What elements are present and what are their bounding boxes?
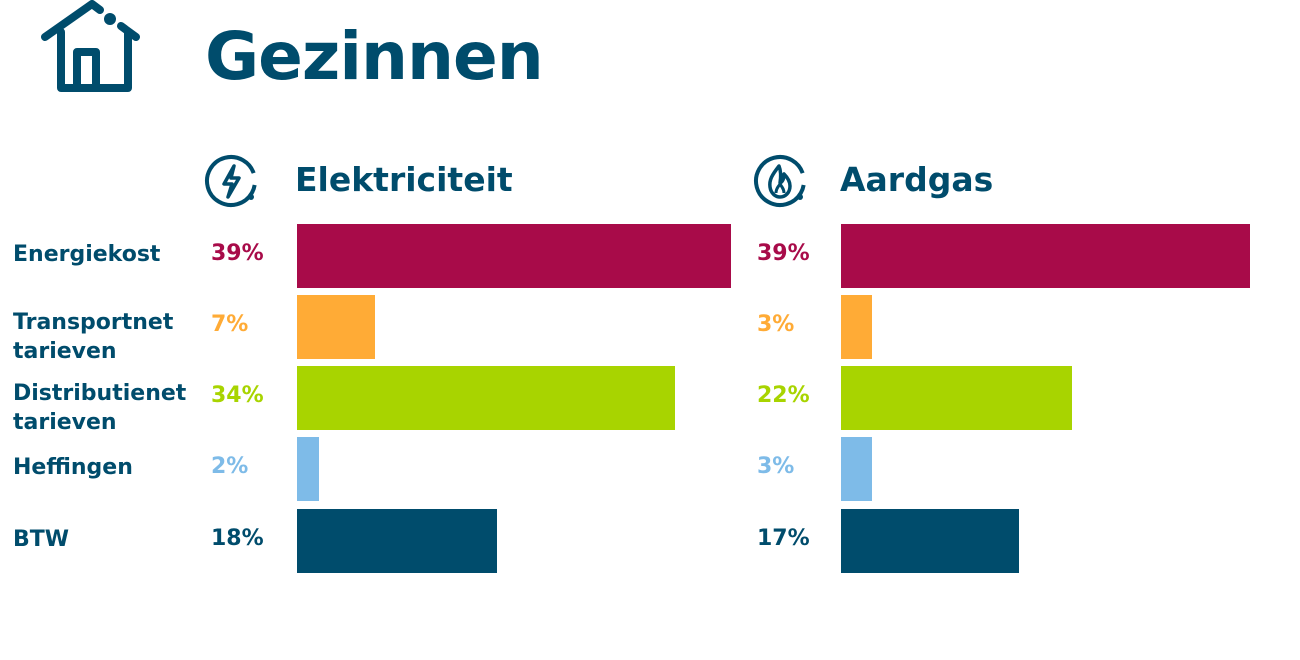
series-title: Elektriciteit [295, 160, 513, 199]
value-label: 7% [211, 312, 249, 337]
lightning-icon [205, 155, 257, 207]
category-label: Energiekost [13, 242, 161, 267]
value-label: 2% [211, 454, 249, 479]
value-label: 3% [757, 312, 795, 337]
category-label: Heffingen [13, 455, 133, 480]
value-label: 39% [211, 241, 264, 266]
value-label: 22% [757, 383, 810, 408]
value-label: 39% [757, 241, 810, 266]
bar [841, 509, 1019, 573]
page-title: Gezinnen [205, 18, 544, 95]
series-title: Aardgas [840, 160, 994, 199]
flame-icon [754, 155, 806, 207]
value-label: 3% [757, 454, 795, 479]
category-label: Transportnet tarieven [13, 310, 174, 364]
category-label: Distributienet tarieven [13, 381, 187, 435]
bar [841, 295, 872, 359]
bar [841, 224, 1250, 288]
house-icon [41, 0, 140, 92]
bar [297, 295, 375, 359]
value-label: 17% [757, 526, 810, 551]
bar [841, 366, 1072, 430]
bar [297, 437, 319, 501]
value-label: 18% [211, 526, 264, 551]
category-label: BTW [13, 527, 70, 552]
bar [841, 437, 872, 501]
bar [297, 224, 731, 288]
bar [297, 509, 497, 573]
bar [297, 366, 675, 430]
value-label: 34% [211, 383, 264, 408]
